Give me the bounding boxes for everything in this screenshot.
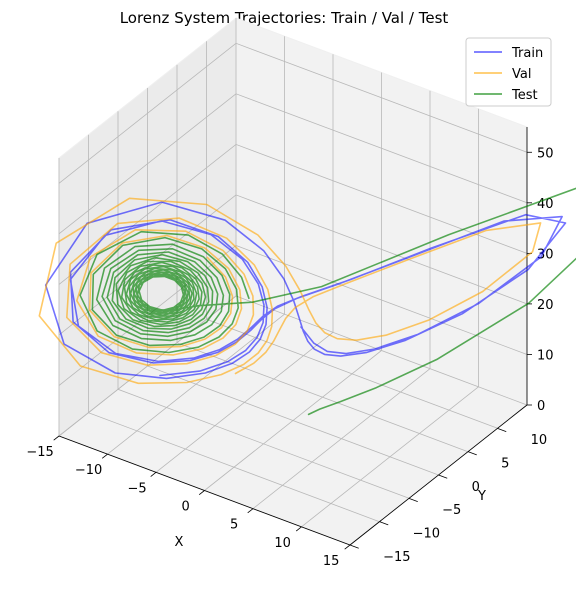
- trajectories: [38, 187, 576, 416]
- grid-line-z: [58, 194, 528, 336]
- x-tick-mark: [150, 472, 157, 477]
- y-tick-mark: [349, 544, 359, 549]
- x-tick-mark: [101, 453, 108, 459]
- z-tick-label: 10: [537, 349, 554, 364]
- series-line-test: [79, 187, 576, 416]
- x-tick-label: 0: [181, 499, 189, 514]
- y-tick-mark: [379, 521, 389, 526]
- z-tick-label: 30: [537, 247, 554, 262]
- x-tick-label: 5: [230, 518, 238, 533]
- y-tick-label: −10: [413, 527, 440, 542]
- x-tick-mark: [247, 508, 254, 514]
- x-tick-label: 15: [323, 554, 340, 569]
- x-tick-mark: [295, 526, 302, 532]
- legend-label-train: Train: [511, 46, 543, 61]
- grid-line-z: [58, 42, 528, 184]
- x-tick-label: −10: [75, 463, 102, 478]
- x-tick-label: 10: [274, 536, 291, 551]
- grid-line-z: [58, 245, 528, 386]
- z-tick-label: 50: [537, 146, 554, 161]
- x-tick-label: −15: [26, 445, 53, 460]
- grid-line-z: [58, 143, 528, 285]
- legend-label-test: Test: [511, 88, 538, 103]
- x-tick-mark: [198, 490, 205, 496]
- x-tick-mark: [344, 544, 351, 550]
- y-tick-mark: [497, 427, 507, 432]
- series-line-val: [38, 197, 542, 385]
- chart-title: Lorenz System Trajectories: Train / Val …: [120, 9, 449, 27]
- y-axis-label: Y: [477, 489, 486, 504]
- y-tick-label: 0: [472, 480, 480, 495]
- series-line-train: [44, 201, 567, 380]
- y-tick-mark: [467, 451, 477, 456]
- x-tick-mark: [53, 435, 60, 441]
- z-tick-label: 0: [537, 399, 545, 414]
- y-tick-mark: [408, 497, 418, 502]
- z-tick-label: 20: [537, 298, 554, 313]
- y-tick-label: −15: [383, 550, 410, 565]
- x-axis-label: X: [175, 535, 184, 550]
- legend: Train Val Test: [465, 37, 552, 107]
- y-tick-label: 5: [501, 457, 509, 472]
- x-tick-label: −5: [128, 481, 147, 496]
- grid-line-z: [58, 295, 528, 437]
- legend-label-val: Val: [512, 67, 531, 82]
- y-tick-label: 10: [531, 433, 548, 448]
- grid-line-z: [58, 93, 528, 235]
- y-tick-mark: [438, 474, 448, 479]
- y-tick-label: −5: [442, 503, 461, 518]
- legend-box: [465, 37, 552, 107]
